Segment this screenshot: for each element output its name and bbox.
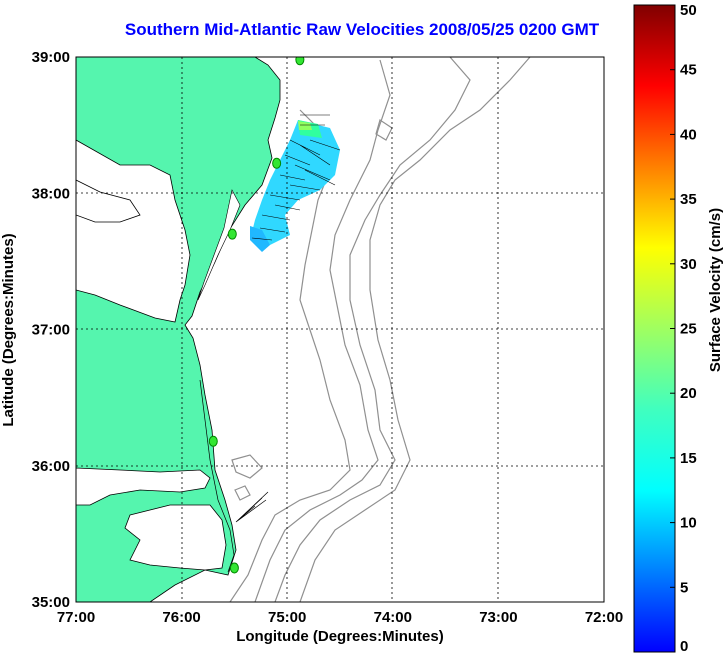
colorbar-tick-label: 40: [680, 126, 697, 143]
plot-frame: [75, 56, 605, 603]
y-tick-label: 39:00: [32, 49, 70, 66]
colorbar-tick-label: 50: [680, 2, 697, 19]
grid-lines: [76, 57, 604, 602]
x-tick-label: 75:00: [268, 609, 306, 626]
y-tick-label: 36:00: [32, 458, 70, 475]
y-tick-label: 35:00: [32, 594, 70, 611]
pamlico-sound: [76, 467, 227, 571]
station-markers: [208, 57, 305, 574]
colorbar-tick-label: 25: [680, 321, 697, 338]
colorbar-tick-label: 20: [680, 385, 697, 402]
x-tick-label: 74:00: [374, 609, 412, 626]
radar-station-marker: [295, 57, 305, 66]
colorbar-tick-labels: 0 5 10 15 20 25 30 35 40 45 50: [670, 2, 697, 655]
nc-barrier-islands: [199, 379, 235, 573]
colorbar-label: Surface Velocity (cm/s): [707, 208, 724, 372]
radar-station-marker: [227, 228, 237, 240]
x-tick-label: 76:00: [162, 609, 200, 626]
y-tick-label: 37:00: [32, 322, 70, 339]
x-tick-labels: 77:00 76:00 75:00 74:00 73:00 72:00: [57, 609, 623, 626]
x-tick-label: 72:00: [585, 609, 623, 626]
x-tick-label: 73:00: [479, 609, 517, 626]
x-tick-label: 77:00: [57, 609, 95, 626]
colorbar-tick-label: 0: [680, 638, 688, 655]
delmarva-channel: [197, 189, 241, 301]
colorbar-tick-label: 45: [680, 62, 697, 79]
bathymetry-contours: [229, 57, 531, 602]
y-axis-label: Latitude (Degrees:Minutes): [0, 233, 17, 426]
hatteras-vectors: [235, 491, 269, 523]
colorbar-tick-label: 10: [680, 515, 697, 532]
map-title: Southern Mid-Atlantic Raw Velocities 200…: [124, 20, 600, 39]
radar-station-marker: [229, 562, 239, 574]
radar-station-marker: [272, 157, 282, 169]
colorbar-tick-label: 5: [680, 579, 688, 596]
chesapeake-bay: [76, 139, 191, 323]
colorbar-tick-label: 15: [680, 450, 697, 467]
colorbar-tick-label: 35: [680, 191, 697, 208]
colorbar: [633, 4, 676, 653]
radar-station-marker: [208, 435, 218, 447]
x-axis-label: Longitude (Degrees:Minutes): [236, 628, 444, 645]
colorbar-tick-label: 30: [680, 256, 697, 273]
velocity-vectors: [251, 114, 341, 241]
y-tick-label: 38:00: [32, 185, 70, 202]
y-tick-labels: 39:00 38:00 37:00 36:00 35:00: [32, 49, 70, 611]
